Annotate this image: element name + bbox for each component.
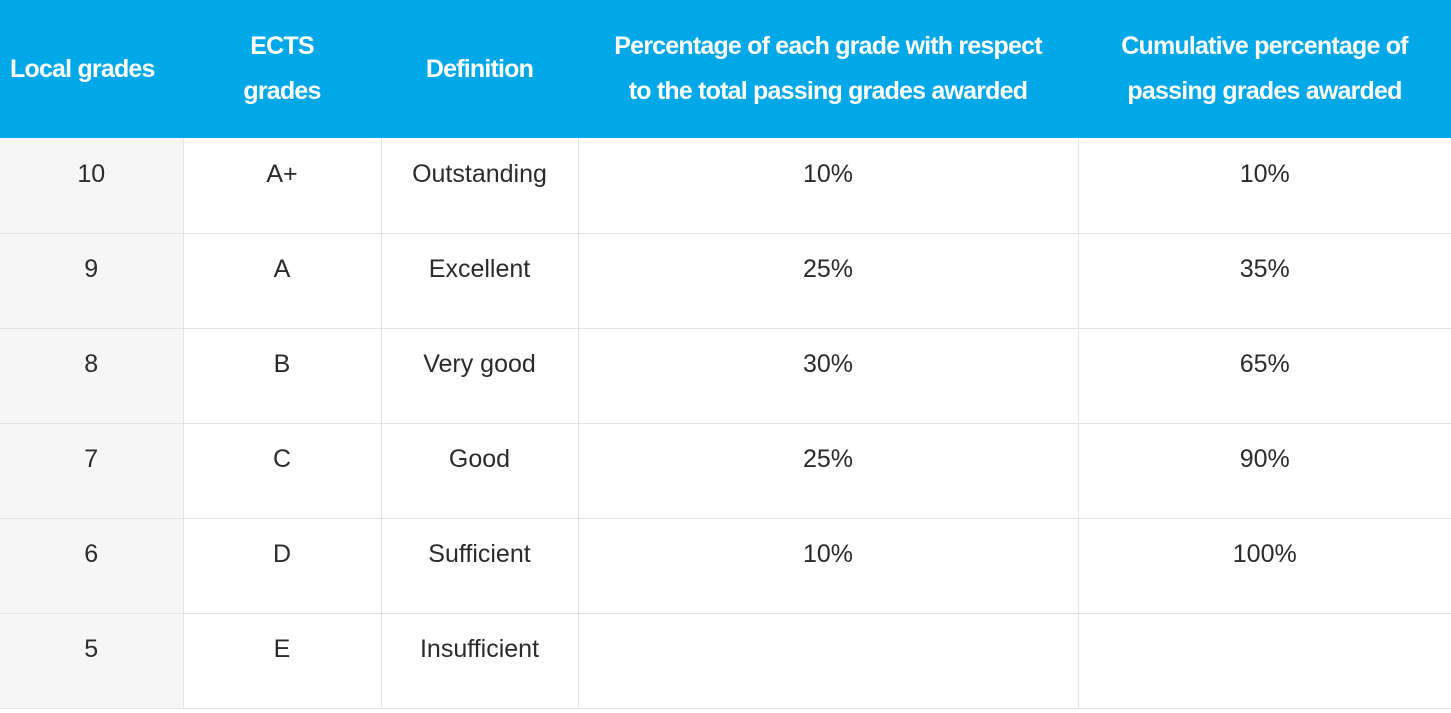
cell-local-grade: 6 <box>0 518 184 614</box>
header-ects-line-2: grades <box>243 77 321 105</box>
header-local-grades: Local grades <box>0 0 183 138</box>
cell-ects-grade: A <box>183 233 382 329</box>
cell-ects-grade: C <box>183 423 382 519</box>
cell-percentage: 30% <box>578 328 1079 424</box>
table-row: 6 D Sufficient 10% 100% <box>0 518 1451 614</box>
table-row: 8 B Very good 30% 65% <box>0 328 1451 424</box>
cell-cumulative <box>1078 613 1451 709</box>
cell-cumulative: 35% <box>1078 233 1451 329</box>
cell-percentage: 25% <box>578 233 1079 329</box>
cell-definition: Sufficient <box>381 518 579 614</box>
cell-cumulative: 65% <box>1078 328 1451 424</box>
cell-local-grade: 7 <box>0 423 184 519</box>
header-percentage-line-2: to the total passing grades awarded <box>628 77 1028 105</box>
cell-local-grade: 9 <box>0 233 184 329</box>
cell-local-grade: 5 <box>0 613 184 709</box>
header-percentage-line-1: Percentage of each grade with respect <box>614 32 1042 60</box>
table-row: 10 A+ Outstanding 10% 10% <box>0 138 1451 234</box>
cell-ects-grade: E <box>183 613 382 709</box>
table-header: Local grades ECTS grades Definition Perc… <box>0 0 1451 138</box>
cell-ects-grade: D <box>183 518 382 614</box>
cell-local-grade: 10 <box>0 138 184 234</box>
header-cumulative-line-2: passing grades awarded <box>1127 77 1402 105</box>
cell-definition: Good <box>381 423 579 519</box>
header-cumulative-line-1: Cumulative percentage of <box>1121 32 1408 60</box>
table-row: 7 C Good 25% 90% <box>0 423 1451 519</box>
cell-definition: Outstanding <box>381 138 579 234</box>
cell-local-grade: 8 <box>0 328 184 424</box>
cell-definition: Excellent <box>381 233 579 329</box>
cell-percentage <box>578 613 1079 709</box>
table-row: 9 A Excellent 25% 35% <box>0 233 1451 329</box>
cell-ects-grade: A+ <box>183 138 382 234</box>
header-cumulative: Cumulative percentage of passing grades … <box>1078 0 1451 138</box>
cell-cumulative: 90% <box>1078 423 1451 519</box>
cell-percentage: 10% <box>578 518 1079 614</box>
cell-definition: Very good <box>381 328 579 424</box>
header-ects-line-1: ECTS <box>250 32 314 60</box>
cell-definition: Insufficient <box>381 613 579 709</box>
cell-ects-grade: B <box>183 328 382 424</box>
header-row: Local grades ECTS grades Definition Perc… <box>0 0 1451 138</box>
header-definition: Definition <box>381 0 578 138</box>
cell-percentage: 10% <box>578 138 1079 234</box>
cell-cumulative: 10% <box>1078 138 1451 234</box>
header-ects-grades: ECTS grades <box>183 0 381 138</box>
header-percentage: Percentage of each grade with respect to… <box>578 0 1078 138</box>
table-body: 10 A+ Outstanding 10% 10% 9 A Excellent … <box>0 138 1451 709</box>
cell-percentage: 25% <box>578 423 1079 519</box>
table-row: 5 E Insufficient <box>0 613 1451 709</box>
cell-cumulative: 100% <box>1078 518 1451 614</box>
